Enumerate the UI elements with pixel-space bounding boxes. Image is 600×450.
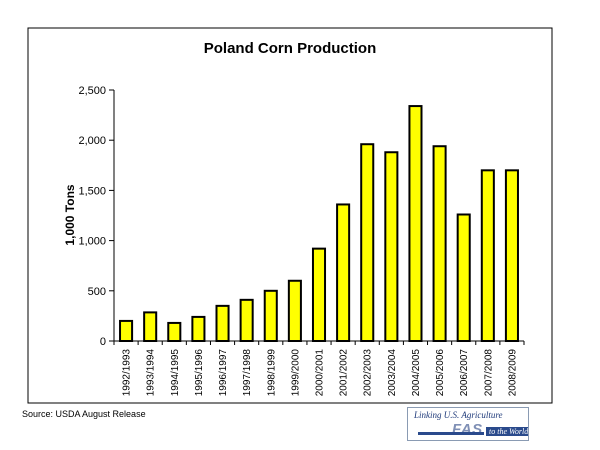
chart-frame [27,27,553,404]
y-tick-label: 500 [88,286,106,298]
y-tick-label: 1,000 [78,236,106,248]
x-tick-label: 2000/2001 [315,349,326,397]
x-tick-label: 1999/2000 [290,349,301,397]
bar-1995-1996 [191,315,206,342]
logo-tagline-top: Linking U.S. Agriculture [414,410,503,420]
bar-2000-2001 [311,247,327,342]
x-tick-label: 1998/1999 [266,349,277,397]
y-tick-label: 2,000 [78,135,106,147]
bar-2007-2008 [480,169,495,342]
logo-swoosh [418,432,484,435]
x-tick-label: 1995/1996 [194,349,205,397]
y-axis-label: 1,000 Tons [63,184,77,245]
x-tick-label: 2002/2003 [363,349,374,397]
x-tick-label: 2003/2004 [387,349,398,397]
x-tick-label: 1992/1993 [122,349,133,397]
x-tick-label: 1993/1994 [146,349,157,397]
x-tick-label: 2001/2002 [339,349,350,397]
x-tick-label: 2004/2005 [411,349,422,397]
logo-fas-text: FAS [452,421,483,438]
y-tick-label: 2,500 [78,85,106,97]
fas-logo: Linking U.S. Agriculture FAS to the Worl… [407,407,529,441]
bar-2005-2006 [432,145,447,342]
x-tick-label: 2005/2006 [435,349,446,397]
bar-2006-2007 [456,213,471,342]
x-tick-label: 2006/2007 [459,349,470,397]
x-tick-label: 1997/1998 [242,349,253,397]
bar-2003-2004 [384,151,399,342]
bar-1998-1999 [263,289,278,342]
y-tick-label: 0 [100,336,106,348]
bar-1996-1997 [215,304,230,342]
bar-1997-1998 [239,298,254,342]
x-tick-label: 2008/2009 [507,349,518,397]
x-tick-label: 1996/1997 [218,349,229,397]
x-axis: 1992/1993 1993/1994 1994/1995 1995/1996 1996… [113,341,525,397]
chart-title: Poland Corn Production [204,40,377,57]
bar-1994-1995 [167,321,182,343]
bar-1992-1993 [119,319,134,343]
bar-2008-2009 [504,169,519,342]
x-tick-label: 1994/1995 [170,349,181,397]
bar-1993-1994 [143,311,158,342]
logo-tagline-bottom: to the World [486,427,528,436]
bar-2002-2003 [360,143,375,342]
y-tick-label: 1,500 [78,185,106,197]
bar-2001-2002 [336,203,351,342]
y-axis: 0 500 1,000 1,500 2,000 2,500 [78,85,114,348]
x-tick-label: 2007/2008 [483,349,494,397]
bar-1999-2000 [287,279,302,343]
bar-2004-2005 [408,105,423,343]
source-note: Source: USDA August Release [22,409,146,419]
